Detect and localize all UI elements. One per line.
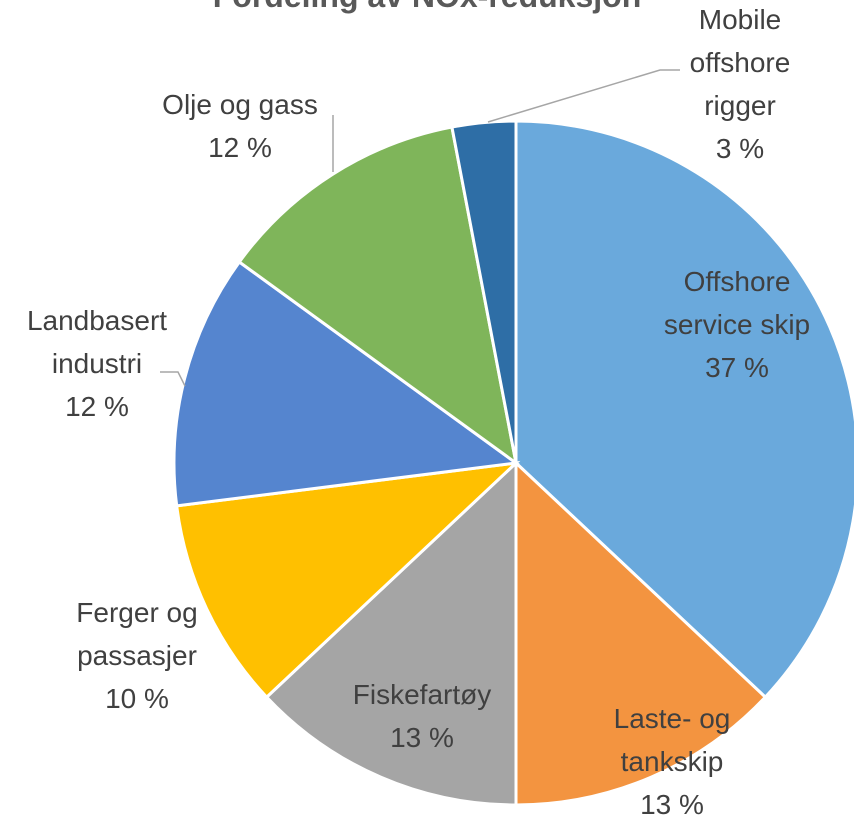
pie-slice <box>175 460 521 700</box>
value-label: 12 % <box>65 391 129 422</box>
pie-slice <box>450 119 518 464</box>
category-name: Fiskefartøy <box>352 679 492 710</box>
data-label: Laste- og tankskip 13 % <box>602 697 742 819</box>
data-label: Olje og gass 12 % <box>130 83 350 169</box>
pie-slice <box>514 119 854 700</box>
value-label: 13 % <box>640 789 704 819</box>
value-label: 13 % <box>390 722 454 753</box>
category-name: Landbasert industri <box>26 305 168 379</box>
value-label: 10 % <box>105 683 169 714</box>
value-label: 37 % <box>705 352 769 383</box>
data-label: Ferger og passasjer 10 % <box>62 591 212 720</box>
data-label: Mobile offshore rigger 3 % <box>680 0 800 170</box>
pie-slice <box>172 259 520 508</box>
value-label: 3 % <box>715 133 765 164</box>
value-label: 12 % <box>208 132 272 163</box>
data-label: Fiskefartøy 13 % <box>312 673 532 759</box>
category-name: Offshore service skip <box>663 266 811 340</box>
category-name: Laste- og tankskip <box>613 703 731 777</box>
data-label: Offshore service skip 37 % <box>642 260 832 389</box>
chart-title: Fordeling av NOx-reduksjon <box>0 0 854 15</box>
data-label: Landbasert industri 12 % <box>10 299 185 428</box>
category-name: Ferger og passasjer <box>76 597 198 671</box>
leader-line <box>487 69 680 123</box>
category-name: Mobile offshore rigger <box>689 4 791 121</box>
pie-slice <box>264 459 518 807</box>
leader-line <box>160 371 186 387</box>
pie-slice <box>514 459 768 807</box>
category-name: Olje og gass <box>162 89 318 120</box>
pie-slice <box>237 125 519 467</box>
